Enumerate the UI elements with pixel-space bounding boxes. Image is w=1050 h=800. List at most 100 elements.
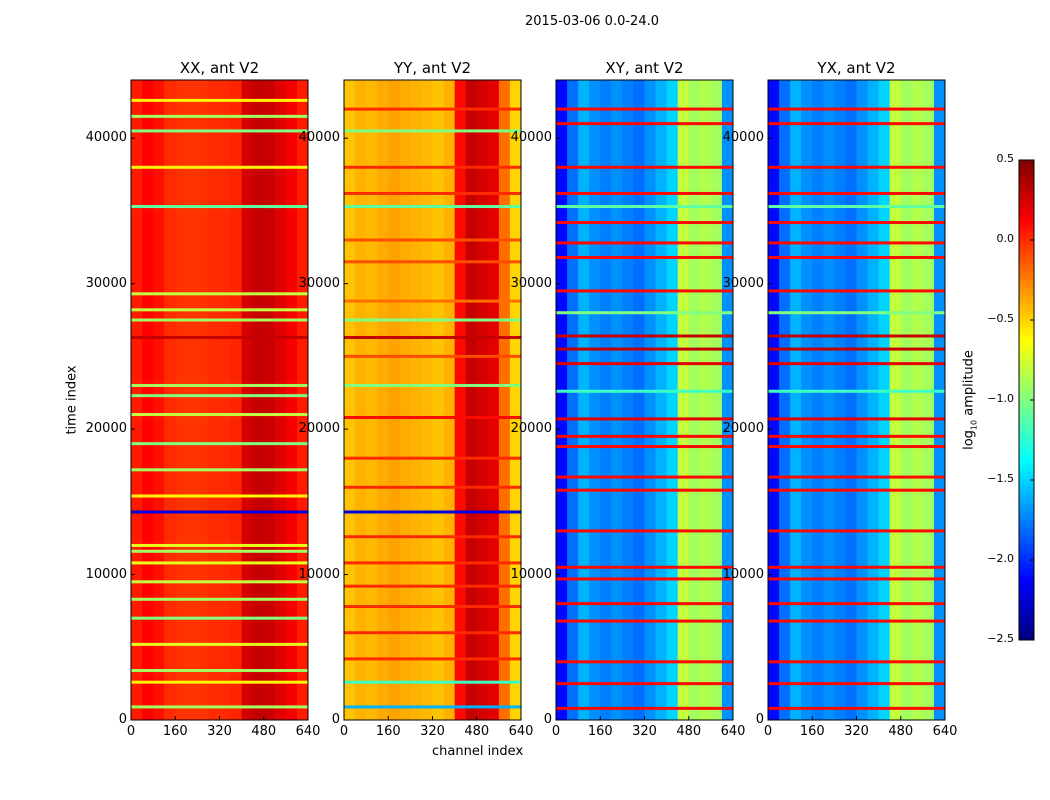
heatmap-flag-row xyxy=(768,417,945,421)
heatmap-cell xyxy=(410,80,422,720)
colorbar-segment xyxy=(1019,480,1034,485)
heatmap-cell xyxy=(933,80,946,720)
colorbar-segment xyxy=(1019,276,1034,281)
y-tick-label: 40000 xyxy=(298,130,340,146)
colorbar-segment xyxy=(1019,560,1034,565)
colorbar-segment xyxy=(1019,336,1034,341)
y-tick-label: 0 xyxy=(118,712,127,727)
heatmap-cell xyxy=(443,80,456,720)
x-tick-label: 640 xyxy=(508,724,534,739)
colorbar-segment xyxy=(1019,432,1034,437)
x-tick-label: 320 xyxy=(844,724,869,739)
heatmap-cell xyxy=(454,80,467,720)
x-tick-label: 320 xyxy=(207,724,232,739)
heatmap-flag-row xyxy=(344,299,521,303)
x-tick-label: 640 xyxy=(720,724,746,739)
heatmap-cell xyxy=(878,80,891,720)
heatmap-flag-row xyxy=(556,602,733,606)
colorbar-segment xyxy=(1019,472,1034,477)
colorbar-segment xyxy=(1019,620,1034,625)
heatmap-flag-row xyxy=(556,255,733,259)
heatmap-flag-row xyxy=(344,561,521,565)
heatmap-flag-row xyxy=(556,334,733,338)
y-tick-label: 40000 xyxy=(510,130,552,146)
heatmap-flag-row xyxy=(344,383,521,387)
colorbar-segment xyxy=(1019,240,1034,245)
colorbar-segment xyxy=(1019,180,1034,185)
heatmap-flag-row xyxy=(556,107,733,111)
y-tick-label: 30000 xyxy=(298,275,340,291)
colorbar-segment xyxy=(1019,632,1034,637)
colorbar-segment xyxy=(1019,376,1034,381)
heatmap-flag-row xyxy=(131,413,308,417)
colorbar-segment xyxy=(1019,340,1034,345)
colorbar-segment xyxy=(1019,348,1034,353)
heatmap-cell xyxy=(197,80,209,720)
heatmap-flag-row xyxy=(131,308,308,312)
heatmap-cell xyxy=(867,80,880,720)
panel-title: YY, ant V2 xyxy=(393,59,472,77)
heatmap-flag-row xyxy=(344,318,521,322)
x-tick-label: 480 xyxy=(251,724,277,739)
heatmap-cell xyxy=(476,80,489,720)
colorbar-tick-label: −1.0 xyxy=(987,392,1014,405)
colorbar-segment xyxy=(1019,200,1034,205)
heatmap-cell xyxy=(779,80,791,720)
heatmap-flag-row xyxy=(768,165,945,169)
colorbar-segment xyxy=(1019,572,1034,577)
heatmap-cell xyxy=(600,80,612,720)
colorbar-segment xyxy=(1019,576,1034,581)
colorbar-tick-label: −2.0 xyxy=(987,552,1014,565)
colorbar-segment xyxy=(1019,540,1034,545)
colorbar-segment xyxy=(1019,492,1034,497)
heatmap-cell xyxy=(578,80,590,720)
heatmap-flag-row xyxy=(768,311,945,315)
heatmap-flag-row xyxy=(131,98,308,102)
heatmap-flag-row xyxy=(344,535,521,539)
colorbar-segment xyxy=(1019,596,1034,601)
colorbar-segment xyxy=(1019,508,1034,513)
colorbar-segment xyxy=(1019,328,1034,333)
colorbar-segment xyxy=(1019,548,1034,553)
heatmap-cell xyxy=(589,80,601,720)
colorbar-segment xyxy=(1019,248,1034,253)
colorbar-segment xyxy=(1019,404,1034,409)
colorbar-segment xyxy=(1019,164,1034,169)
colorbar-segment xyxy=(1019,612,1034,617)
heatmap-cell xyxy=(366,80,378,720)
x-tick-label: 480 xyxy=(676,724,702,739)
heatmap-flag-row xyxy=(768,334,945,338)
heatmap-flag-row xyxy=(344,456,521,460)
heatmap-cell xyxy=(856,80,869,720)
heatmap-flag-row xyxy=(556,488,733,492)
heatmap-cell xyxy=(219,80,232,720)
colorbar-segment xyxy=(1019,312,1034,317)
heatmap-flag-row xyxy=(768,475,945,479)
heatmap-cell xyxy=(768,80,780,720)
heatmap-flag-row xyxy=(768,565,945,569)
x-tick-label: 480 xyxy=(888,724,914,739)
colorbar-segment xyxy=(1019,296,1034,301)
heatmap-flag-row xyxy=(131,165,308,169)
heatmap-cell xyxy=(666,80,679,720)
heatmap-flag-row xyxy=(344,107,521,111)
heatmap-flag-row xyxy=(131,597,308,601)
y-tick-label: 20000 xyxy=(722,421,764,437)
colorbar-segment xyxy=(1019,584,1034,589)
colorbar-segment xyxy=(1019,372,1034,377)
colorbar-segment xyxy=(1019,272,1034,277)
colorbar-segment xyxy=(1019,332,1034,337)
heatmap-flag-row xyxy=(556,347,733,351)
heatmap-cell xyxy=(677,80,690,720)
x-tick-label: 160 xyxy=(587,724,613,739)
heatmap-flag-row xyxy=(131,642,308,646)
y-tick-label: 10000 xyxy=(298,566,340,582)
heatmap-flag-row xyxy=(768,619,945,623)
colorbar-segment xyxy=(1019,488,1034,493)
colorbar-segment xyxy=(1019,364,1034,369)
colorbar-tick-label: 0.5 xyxy=(996,152,1015,165)
x-tick-label: 640 xyxy=(932,724,958,739)
heatmap-flag-row xyxy=(344,631,521,635)
colorbar-segment xyxy=(1019,384,1034,389)
